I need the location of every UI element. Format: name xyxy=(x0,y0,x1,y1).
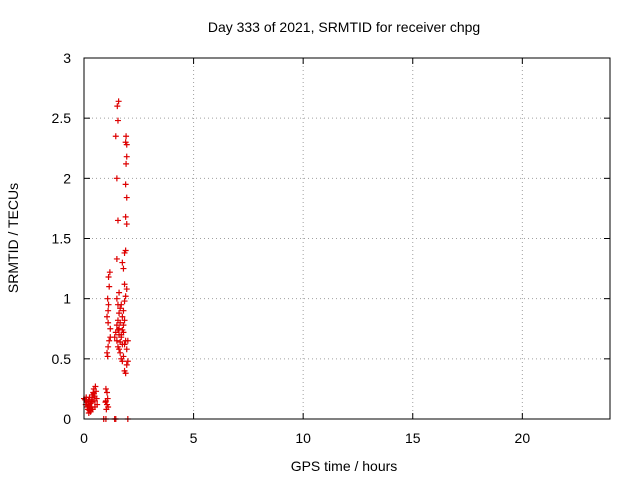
y-tick-label: 2 xyxy=(63,170,71,186)
data-point xyxy=(103,406,110,413)
data-point xyxy=(114,301,121,308)
data-point xyxy=(112,133,119,140)
data-point xyxy=(114,326,121,333)
data-point xyxy=(119,313,126,320)
data-points xyxy=(81,98,131,422)
y-tick-label: 1.5 xyxy=(52,231,72,247)
data-point xyxy=(123,361,130,368)
data-point xyxy=(123,133,130,140)
data-point xyxy=(123,286,130,293)
data-point xyxy=(119,358,126,365)
data-point xyxy=(124,337,131,344)
y-tick-label: 3 xyxy=(63,50,71,66)
data-point xyxy=(113,322,120,329)
data-point xyxy=(120,322,127,329)
data-point xyxy=(105,319,112,326)
data-point xyxy=(123,160,130,167)
data-point xyxy=(89,406,96,413)
data-point xyxy=(117,349,124,356)
x-tick-label: 20 xyxy=(515,430,531,446)
data-point xyxy=(105,274,112,281)
data-point xyxy=(106,269,113,276)
x-tick-label: 10 xyxy=(295,430,311,446)
data-point xyxy=(87,400,94,407)
data-point xyxy=(105,343,112,350)
data-point xyxy=(121,298,128,305)
data-point xyxy=(116,346,123,353)
data-point xyxy=(114,103,121,110)
data-point xyxy=(120,265,127,272)
data-point xyxy=(107,325,114,332)
chart-title: Day 333 of 2021, SRMTID for receiver chp… xyxy=(208,19,480,35)
data-point xyxy=(104,389,111,396)
data-point xyxy=(123,153,130,160)
axis-ticks: 0 5 10 15 20 0 0.5 1 1.5 2 2.5 3 xyxy=(52,50,610,446)
data-point xyxy=(102,385,109,392)
x-tick-label: 15 xyxy=(405,430,421,446)
data-point xyxy=(116,289,123,296)
data-point xyxy=(121,281,128,288)
data-point xyxy=(121,317,128,324)
data-point xyxy=(116,325,123,332)
data-point xyxy=(124,358,131,365)
data-point xyxy=(123,194,130,201)
data-point xyxy=(117,305,124,312)
data-point xyxy=(116,310,123,317)
data-point xyxy=(104,313,111,320)
data-point xyxy=(120,353,127,360)
grid-lines xyxy=(84,58,610,419)
y-tick-label: 0 xyxy=(63,411,71,427)
data-point xyxy=(122,370,129,377)
data-point xyxy=(85,409,92,416)
data-point xyxy=(123,141,130,148)
data-point xyxy=(122,247,129,254)
data-point xyxy=(116,331,123,338)
x-axis-title: GPS time / hours xyxy=(291,458,398,474)
data-point xyxy=(122,213,129,220)
data-point xyxy=(113,175,120,182)
data-point xyxy=(84,401,91,408)
data-point xyxy=(111,334,118,341)
x-tick-label: 5 xyxy=(190,430,198,446)
x-tick-label: 0 xyxy=(80,430,88,446)
data-point xyxy=(115,98,122,105)
data-point xyxy=(106,283,113,290)
data-point xyxy=(104,395,111,402)
y-axis-title: SRMTID / TECUs xyxy=(5,183,21,293)
data-point xyxy=(92,383,99,390)
data-point xyxy=(122,293,129,300)
data-point xyxy=(120,307,127,314)
data-point xyxy=(123,346,130,353)
y-tick-label: 1 xyxy=(63,291,71,307)
data-point xyxy=(104,349,111,356)
data-point xyxy=(104,353,111,360)
data-point xyxy=(90,390,97,397)
data-point xyxy=(105,301,112,308)
data-point xyxy=(86,394,93,401)
data-point xyxy=(106,337,113,344)
data-point xyxy=(114,217,121,224)
data-point xyxy=(105,307,112,314)
data-point xyxy=(122,181,129,188)
plot-frame xyxy=(83,57,611,420)
y-tick-label: 2.5 xyxy=(52,110,72,126)
data-point xyxy=(119,259,126,266)
data-point xyxy=(102,399,109,406)
data-point xyxy=(88,399,95,406)
data-point xyxy=(104,295,111,302)
data-point xyxy=(114,117,121,124)
data-point xyxy=(117,319,124,326)
y-tick-label: 0.5 xyxy=(52,351,72,367)
data-point xyxy=(90,389,97,396)
data-point xyxy=(113,337,120,344)
data-point xyxy=(113,255,120,262)
data-point xyxy=(93,395,100,402)
data-point xyxy=(123,221,130,228)
data-point xyxy=(113,295,120,302)
data-point xyxy=(117,338,124,345)
